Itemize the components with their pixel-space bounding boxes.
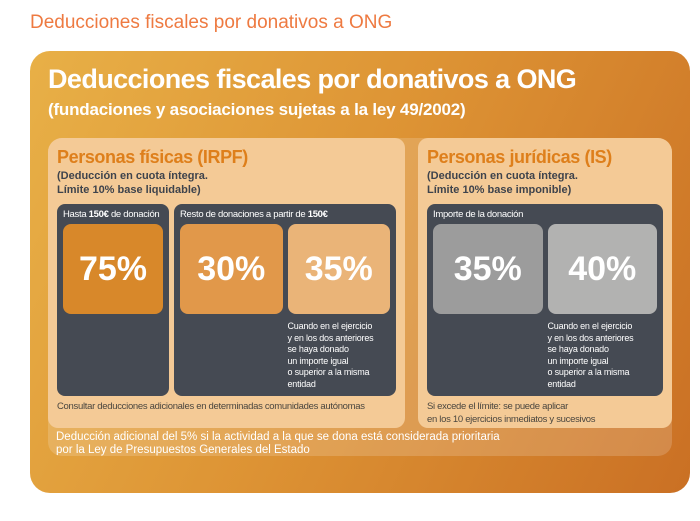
deduction-box-importe: Importe de la donación 35% 40% Cuando en… <box>427 204 663 396</box>
resto-rates-row: 30% 35% Cuando en el ejercicio y en los … <box>180 224 390 390</box>
rate-35-is-column: 35% <box>433 224 543 390</box>
label-part: Hasta <box>63 209 89 220</box>
rate-value-35-is: 35% <box>433 224 543 314</box>
rate-value-40: 40% <box>547 224 657 314</box>
panel-fisicas-subtitle: (Deducción en cuota íntegra. Límite 10% … <box>57 170 208 196</box>
board-title: Deducciones fiscales por donativos a ONG <box>48 64 577 94</box>
importe-rates-row: 35% 40% Cuando en el ejercicio y en los … <box>433 224 657 390</box>
rate-40-column: 40% Cuando en el ejercicio y en los dos … <box>547 224 657 390</box>
page-title: Deducciones fiscales por donativos a ONG <box>30 12 393 33</box>
panel-juridicas-title: Personas jurídicas (IS) <box>427 147 612 167</box>
panel-fisicas-footer-note: Consultar deducciones adicionales en det… <box>57 401 365 412</box>
board-header: Deducciones fiscales por donativos a ONG… <box>48 63 672 120</box>
panel-personas-juridicas: Personas jurídicas (IS) (Deducción en cu… <box>418 138 672 428</box>
label-amount: 150€ <box>88 209 109 220</box>
rate-value-30: 30% <box>180 224 283 314</box>
panel-juridicas-subtitle: (Deducción en cuota íntegra. Límite 10% … <box>427 170 578 196</box>
deduction-box-hasta-150-label: Hasta 150€ de donación <box>63 207 163 222</box>
rate-value-35: 35% <box>287 224 390 314</box>
deduction-box-resto-label: Resto de donaciones a partir de 150€ <box>180 207 390 222</box>
deduction-box-importe-label: Importe de la donación <box>433 209 524 220</box>
rate-35-column: 35% Cuando en el ejercicio y en los dos … <box>287 224 390 390</box>
panel-juridicas-footer-note: Si excede el límite: se puede aplicar en… <box>427 401 596 425</box>
rate-30-column: 30% <box>180 224 283 390</box>
deduction-box-resto: Resto de donaciones a partir de 150€ 30%… <box>174 204 396 396</box>
label-amount: 150€ <box>307 209 328 220</box>
label-part: de donación <box>108 209 160 220</box>
rate-value-75: 75% <box>63 224 163 314</box>
rate-35-condition-note: Cuando en el ejercicio y en los dos ante… <box>287 321 374 389</box>
rate-40-condition-note: Cuando en el ejercicio y en los dos ante… <box>547 321 634 389</box>
board-body: Personas físicas (IRPF) (Deducción en cu… <box>48 138 672 456</box>
board-subtitle: (fundaciones y asociaciones sujetas a la… <box>48 100 466 119</box>
panels-row: Personas físicas (IRPF) (Deducción en cu… <box>48 138 672 428</box>
label-part: Resto de donaciones a partir de <box>180 209 308 220</box>
panel-fisicas-title: Personas físicas (IRPF) <box>57 147 248 167</box>
board-footnote: Deducción adicional del 5% si la activid… <box>56 431 500 456</box>
infographic-board: Deducciones fiscales por donativos a ONG… <box>30 51 690 493</box>
deduction-box-hasta-150: Hasta 150€ de donación 75% <box>57 204 169 396</box>
fisicas-boxes-row: Hasta 150€ de donación 75% Resto de dona… <box>57 204 396 396</box>
juridicas-boxes-row: Importe de la donación 35% 40% Cuando en… <box>427 204 663 396</box>
panel-personas-fisicas: Personas físicas (IRPF) (Deducción en cu… <box>48 138 405 428</box>
